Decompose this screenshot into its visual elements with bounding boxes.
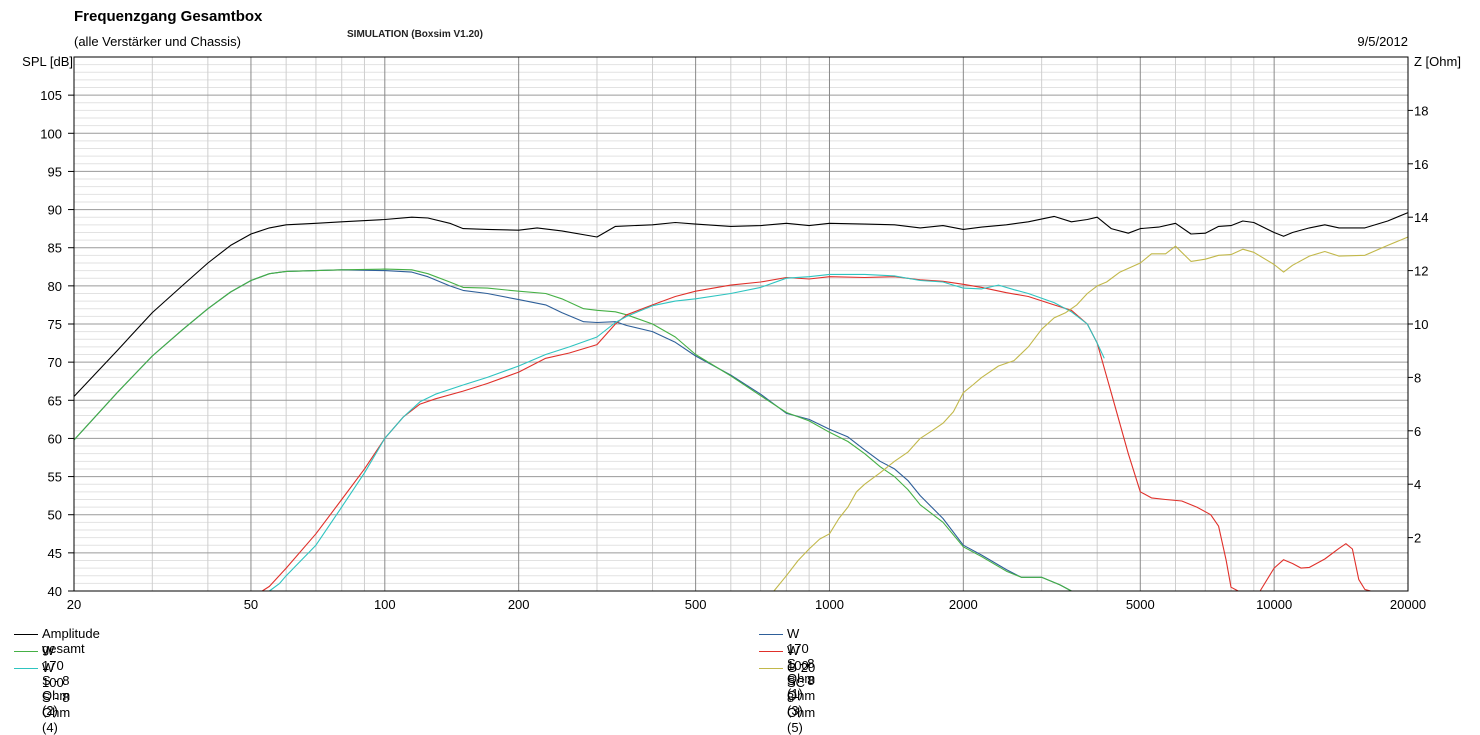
y-axis-title: SPL [dB] xyxy=(22,54,73,69)
x-tick-label: 50 xyxy=(244,597,258,612)
y-tick-label: 80 xyxy=(48,279,62,294)
y-tick-label: 55 xyxy=(48,470,62,485)
legend-label: W 170 S - 8 Ohm (1) xyxy=(787,626,816,701)
x-tick-label: 20000 xyxy=(1390,597,1426,612)
simulation-label: SIMULATION (Boxsim V1.20) xyxy=(347,29,483,40)
legend-swatch xyxy=(759,651,783,652)
y2-tick-label: 18 xyxy=(1414,103,1428,118)
x-tick-label: 100 xyxy=(374,597,396,612)
date-label: 9/5/2012 xyxy=(1357,34,1408,49)
y-tick-label: 60 xyxy=(48,431,62,446)
minor-grid xyxy=(74,57,1408,591)
series-line xyxy=(73,212,1409,397)
major-grid xyxy=(73,57,1409,592)
y2-tick-label: 10 xyxy=(1414,317,1428,332)
x-tick-label: 200 xyxy=(508,597,530,612)
frequency-response-chart: 40 45 50 55 60 65 70 75 80 85 90 95 100 105 20 50 100 200… xyxy=(22,54,1461,612)
x-tick-label: 10000 xyxy=(1256,597,1292,612)
y2-tick-label: 4 xyxy=(1414,477,1421,492)
y-tick-label: 100 xyxy=(40,126,62,141)
y-tick-label: 90 xyxy=(48,203,62,218)
x-tick-label: 20 xyxy=(67,597,81,612)
y-tick-label: 40 xyxy=(48,584,62,599)
legend-swatch xyxy=(14,634,38,635)
y-tick-label: 95 xyxy=(48,164,62,179)
series-line xyxy=(74,236,1409,592)
legend: Amplitude gesamt W 170 S - 8 Ohm (1) W 170… xyxy=(0,624,1480,735)
legend-label: W 100 S - 8 Ohm (4) xyxy=(42,660,71,735)
series-line xyxy=(74,273,1105,592)
legend-swatch xyxy=(14,651,38,652)
x-tick-label: 500 xyxy=(685,597,707,612)
legend-swatch xyxy=(14,668,38,669)
y-tick-label: 50 xyxy=(48,508,62,523)
y2-tick-label: 14 xyxy=(1414,210,1428,225)
y2-tick-label: 8 xyxy=(1414,370,1421,385)
legend-swatch xyxy=(759,668,783,669)
y-tick-label: 75 xyxy=(48,317,62,332)
series-line xyxy=(74,276,1371,592)
chart-title: Frequenzgang Gesamtbox xyxy=(74,8,263,25)
y2-tick-label: 16 xyxy=(1414,157,1428,172)
y2-tick-label: 2 xyxy=(1414,531,1421,546)
y-tick-label: 85 xyxy=(48,241,62,256)
y2-tick-label: 12 xyxy=(1414,264,1428,279)
y-tick-label: 45 xyxy=(48,546,62,561)
y2-tick-label: 6 xyxy=(1414,424,1421,439)
y-tick-label: 65 xyxy=(48,393,62,408)
x-tick-label: 1000 xyxy=(815,597,844,612)
legend-label: G 20 SC - 8 Ohm (5) xyxy=(787,660,816,735)
y-tick-label: 70 xyxy=(48,355,62,370)
y2-axis-title: Z [Ohm] xyxy=(1414,54,1461,69)
series-line xyxy=(73,268,1072,592)
axis-labels: 40 45 50 55 60 65 70 75 80 85 90 95 100 105 20 50 100 200… xyxy=(22,54,1461,612)
x-tick-label: 2000 xyxy=(949,597,978,612)
legend-swatch xyxy=(759,634,783,635)
legend-label: Amplitude gesamt xyxy=(42,626,100,656)
series-layer xyxy=(73,212,1409,592)
y-tick-label: 105 xyxy=(40,88,62,103)
x-tick-label: 5000 xyxy=(1126,597,1155,612)
chart-subtitle: (alle Verstärker und Chassis) xyxy=(74,34,241,49)
